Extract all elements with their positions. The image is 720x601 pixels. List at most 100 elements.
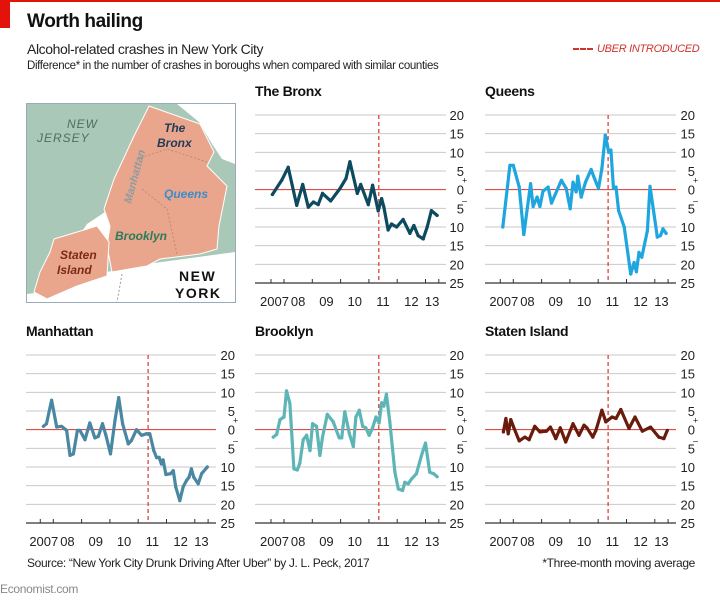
data-point bbox=[295, 468, 299, 472]
data-point bbox=[408, 231, 412, 235]
data-point bbox=[108, 452, 113, 456]
y-tick-label: 5 bbox=[688, 164, 695, 179]
data-point bbox=[506, 432, 510, 436]
data-point bbox=[596, 186, 601, 191]
data-point bbox=[348, 160, 352, 164]
data-point bbox=[164, 472, 168, 477]
data-point bbox=[414, 472, 419, 476]
data-point bbox=[41, 424, 45, 428]
y-tick-label: 25 bbox=[681, 276, 695, 291]
plus-sign-icon: + bbox=[233, 416, 238, 426]
x-tick-label: 11 bbox=[606, 534, 620, 549]
data-point bbox=[546, 185, 550, 189]
data-point bbox=[305, 433, 309, 437]
data-point bbox=[55, 425, 59, 429]
data-point bbox=[284, 389, 289, 393]
data-point bbox=[632, 260, 636, 265]
data-point bbox=[627, 426, 631, 431]
data-point bbox=[614, 416, 618, 421]
y-tick-label: 20 bbox=[450, 497, 464, 512]
data-point bbox=[501, 225, 505, 229]
data-point bbox=[657, 435, 661, 439]
y-tick-label: 10 bbox=[450, 460, 464, 475]
map-label-staten-2: Island bbox=[57, 263, 92, 277]
data-point bbox=[367, 433, 371, 437]
map-label-brooklyn: Brooklyn bbox=[115, 229, 167, 243]
data-point bbox=[359, 182, 363, 187]
map-label-new-york-1: NEW bbox=[179, 268, 216, 284]
y-tick-label: 15 bbox=[450, 127, 464, 142]
data-point bbox=[582, 423, 586, 427]
x-tick-label: 2007 bbox=[260, 534, 289, 549]
data-point bbox=[298, 461, 302, 465]
data-point bbox=[665, 428, 669, 433]
data-point bbox=[396, 487, 400, 491]
panel-title: Staten Island bbox=[485, 323, 569, 339]
data-point bbox=[171, 469, 175, 473]
panel-queens: 20 15 10 5 0 + –5 10 15 20 25 2007 08 09 10 11 12 13 Queen… bbox=[480, 80, 720, 310]
panel-title: Queens bbox=[485, 83, 535, 99]
x-tick-label: 08 bbox=[291, 294, 305, 309]
data-point bbox=[648, 425, 653, 429]
data-point bbox=[44, 422, 49, 426]
data-point bbox=[591, 435, 595, 439]
borough-staten-island bbox=[33, 225, 110, 300]
data-point bbox=[380, 197, 384, 201]
data-point bbox=[661, 227, 665, 231]
x-tick-label: 12 bbox=[173, 534, 187, 549]
data-point bbox=[388, 420, 392, 424]
y-tick-label: 5 bbox=[457, 164, 464, 179]
data-point bbox=[637, 250, 641, 254]
data-point bbox=[113, 418, 117, 422]
y-tick-label: 20 bbox=[681, 497, 695, 512]
y-tick-label: 10 bbox=[450, 385, 464, 400]
data-point bbox=[104, 433, 108, 437]
panel-title: Brooklyn bbox=[255, 323, 314, 339]
plus-sign-icon: + bbox=[462, 176, 467, 186]
data-point bbox=[361, 424, 365, 428]
data-point bbox=[355, 191, 359, 195]
data-point bbox=[538, 430, 542, 434]
panel-title: Manhattan bbox=[26, 323, 94, 339]
y-tick-label: 15 bbox=[681, 239, 695, 254]
data-point bbox=[629, 272, 633, 276]
data-point bbox=[316, 203, 320, 207]
data-point bbox=[389, 222, 394, 226]
data-point bbox=[295, 203, 299, 207]
data-point bbox=[189, 467, 194, 471]
data-point bbox=[384, 392, 389, 396]
data-point bbox=[559, 178, 564, 182]
data-point bbox=[554, 437, 558, 441]
y-tick-label: 25 bbox=[450, 276, 464, 291]
data-point bbox=[192, 475, 196, 479]
data-point bbox=[301, 438, 305, 442]
data-point bbox=[648, 184, 652, 188]
x-tick-label: 11 bbox=[376, 294, 390, 309]
data-point bbox=[329, 199, 333, 203]
panel-the-bronx: 20 15 10 5 0 + –5 10 15 20 25 2007 08 09 10 11 12 13 The B… bbox=[240, 80, 480, 310]
data-point bbox=[419, 453, 424, 458]
y-tick-label: 5 bbox=[457, 404, 464, 419]
y-tick-label: 15 bbox=[681, 479, 695, 494]
data-point bbox=[117, 395, 121, 400]
y-tick-label: 20 bbox=[221, 348, 235, 363]
data-point bbox=[655, 235, 659, 239]
x-tick-label: 11 bbox=[376, 534, 390, 549]
y-tick-label: 5 bbox=[457, 441, 464, 456]
y-tick-label: 20 bbox=[681, 257, 695, 272]
y-tick-label: 20 bbox=[681, 348, 695, 363]
plus-sign-icon: + bbox=[462, 416, 467, 426]
data-point bbox=[196, 482, 200, 486]
data-point bbox=[610, 415, 614, 419]
series-line bbox=[501, 133, 668, 276]
y-tick-label: 15 bbox=[681, 367, 695, 382]
data-point bbox=[154, 456, 159, 460]
data-point bbox=[144, 432, 149, 436]
brand-link[interactable]: Economist.com bbox=[0, 582, 79, 596]
legend-label: UBER INTRODUCED bbox=[597, 43, 700, 55]
data-point bbox=[548, 425, 552, 429]
top-rule bbox=[0, 0, 720, 2]
data-point bbox=[314, 424, 319, 428]
